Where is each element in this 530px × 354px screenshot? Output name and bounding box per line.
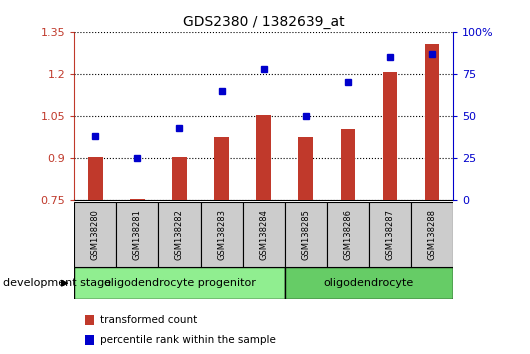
Text: GSM138285: GSM138285	[301, 209, 310, 260]
Bar	[425, 45, 439, 200]
Text: oligodendrocyte: oligodendrocyte	[324, 278, 414, 288]
Bar	[383, 73, 398, 200]
FancyBboxPatch shape	[285, 202, 327, 267]
FancyBboxPatch shape	[285, 267, 453, 299]
Text: percentile rank within the sample: percentile rank within the sample	[100, 335, 276, 345]
Text: GSM138287: GSM138287	[385, 209, 394, 260]
FancyBboxPatch shape	[200, 202, 243, 267]
FancyBboxPatch shape	[74, 267, 285, 299]
Bar	[130, 199, 145, 200]
Text: GSM138283: GSM138283	[217, 209, 226, 260]
Bar	[172, 156, 187, 200]
FancyBboxPatch shape	[327, 202, 369, 267]
Title: GDS2380 / 1382639_at: GDS2380 / 1382639_at	[183, 16, 344, 29]
Bar	[340, 129, 355, 200]
Bar	[214, 137, 229, 200]
Bar	[298, 137, 313, 200]
Text: GSM138286: GSM138286	[343, 209, 352, 260]
Bar	[257, 115, 271, 200]
Text: GSM138281: GSM138281	[133, 209, 142, 260]
Text: GSM138288: GSM138288	[428, 209, 437, 260]
Text: GSM138280: GSM138280	[91, 209, 100, 260]
Text: GSM138282: GSM138282	[175, 209, 184, 260]
FancyBboxPatch shape	[158, 202, 200, 267]
FancyBboxPatch shape	[116, 202, 158, 267]
FancyBboxPatch shape	[411, 202, 453, 267]
Text: transformed count: transformed count	[100, 315, 197, 325]
Text: GSM138284: GSM138284	[259, 209, 268, 260]
FancyBboxPatch shape	[243, 202, 285, 267]
Bar	[88, 156, 103, 200]
FancyBboxPatch shape	[369, 202, 411, 267]
FancyBboxPatch shape	[74, 202, 116, 267]
Text: oligodendrocyte progenitor: oligodendrocyte progenitor	[103, 278, 255, 288]
Text: development stage: development stage	[3, 278, 111, 288]
